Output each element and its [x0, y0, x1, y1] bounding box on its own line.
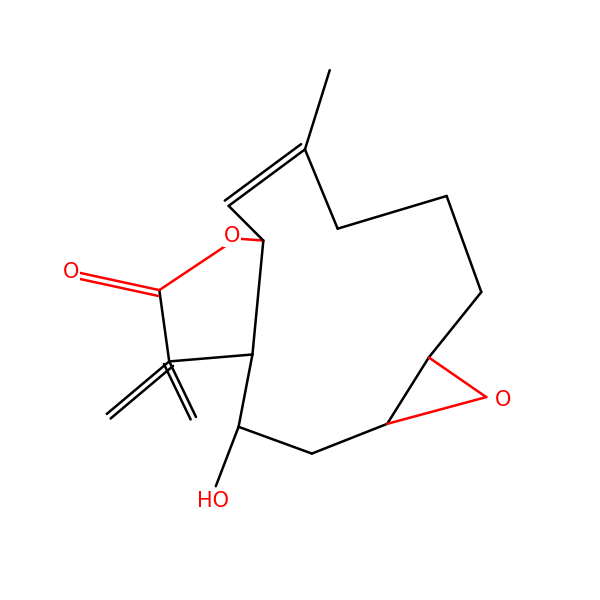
Text: O: O: [495, 390, 512, 410]
Text: O: O: [224, 226, 240, 245]
Text: O: O: [63, 262, 79, 282]
Text: HO: HO: [197, 491, 229, 511]
